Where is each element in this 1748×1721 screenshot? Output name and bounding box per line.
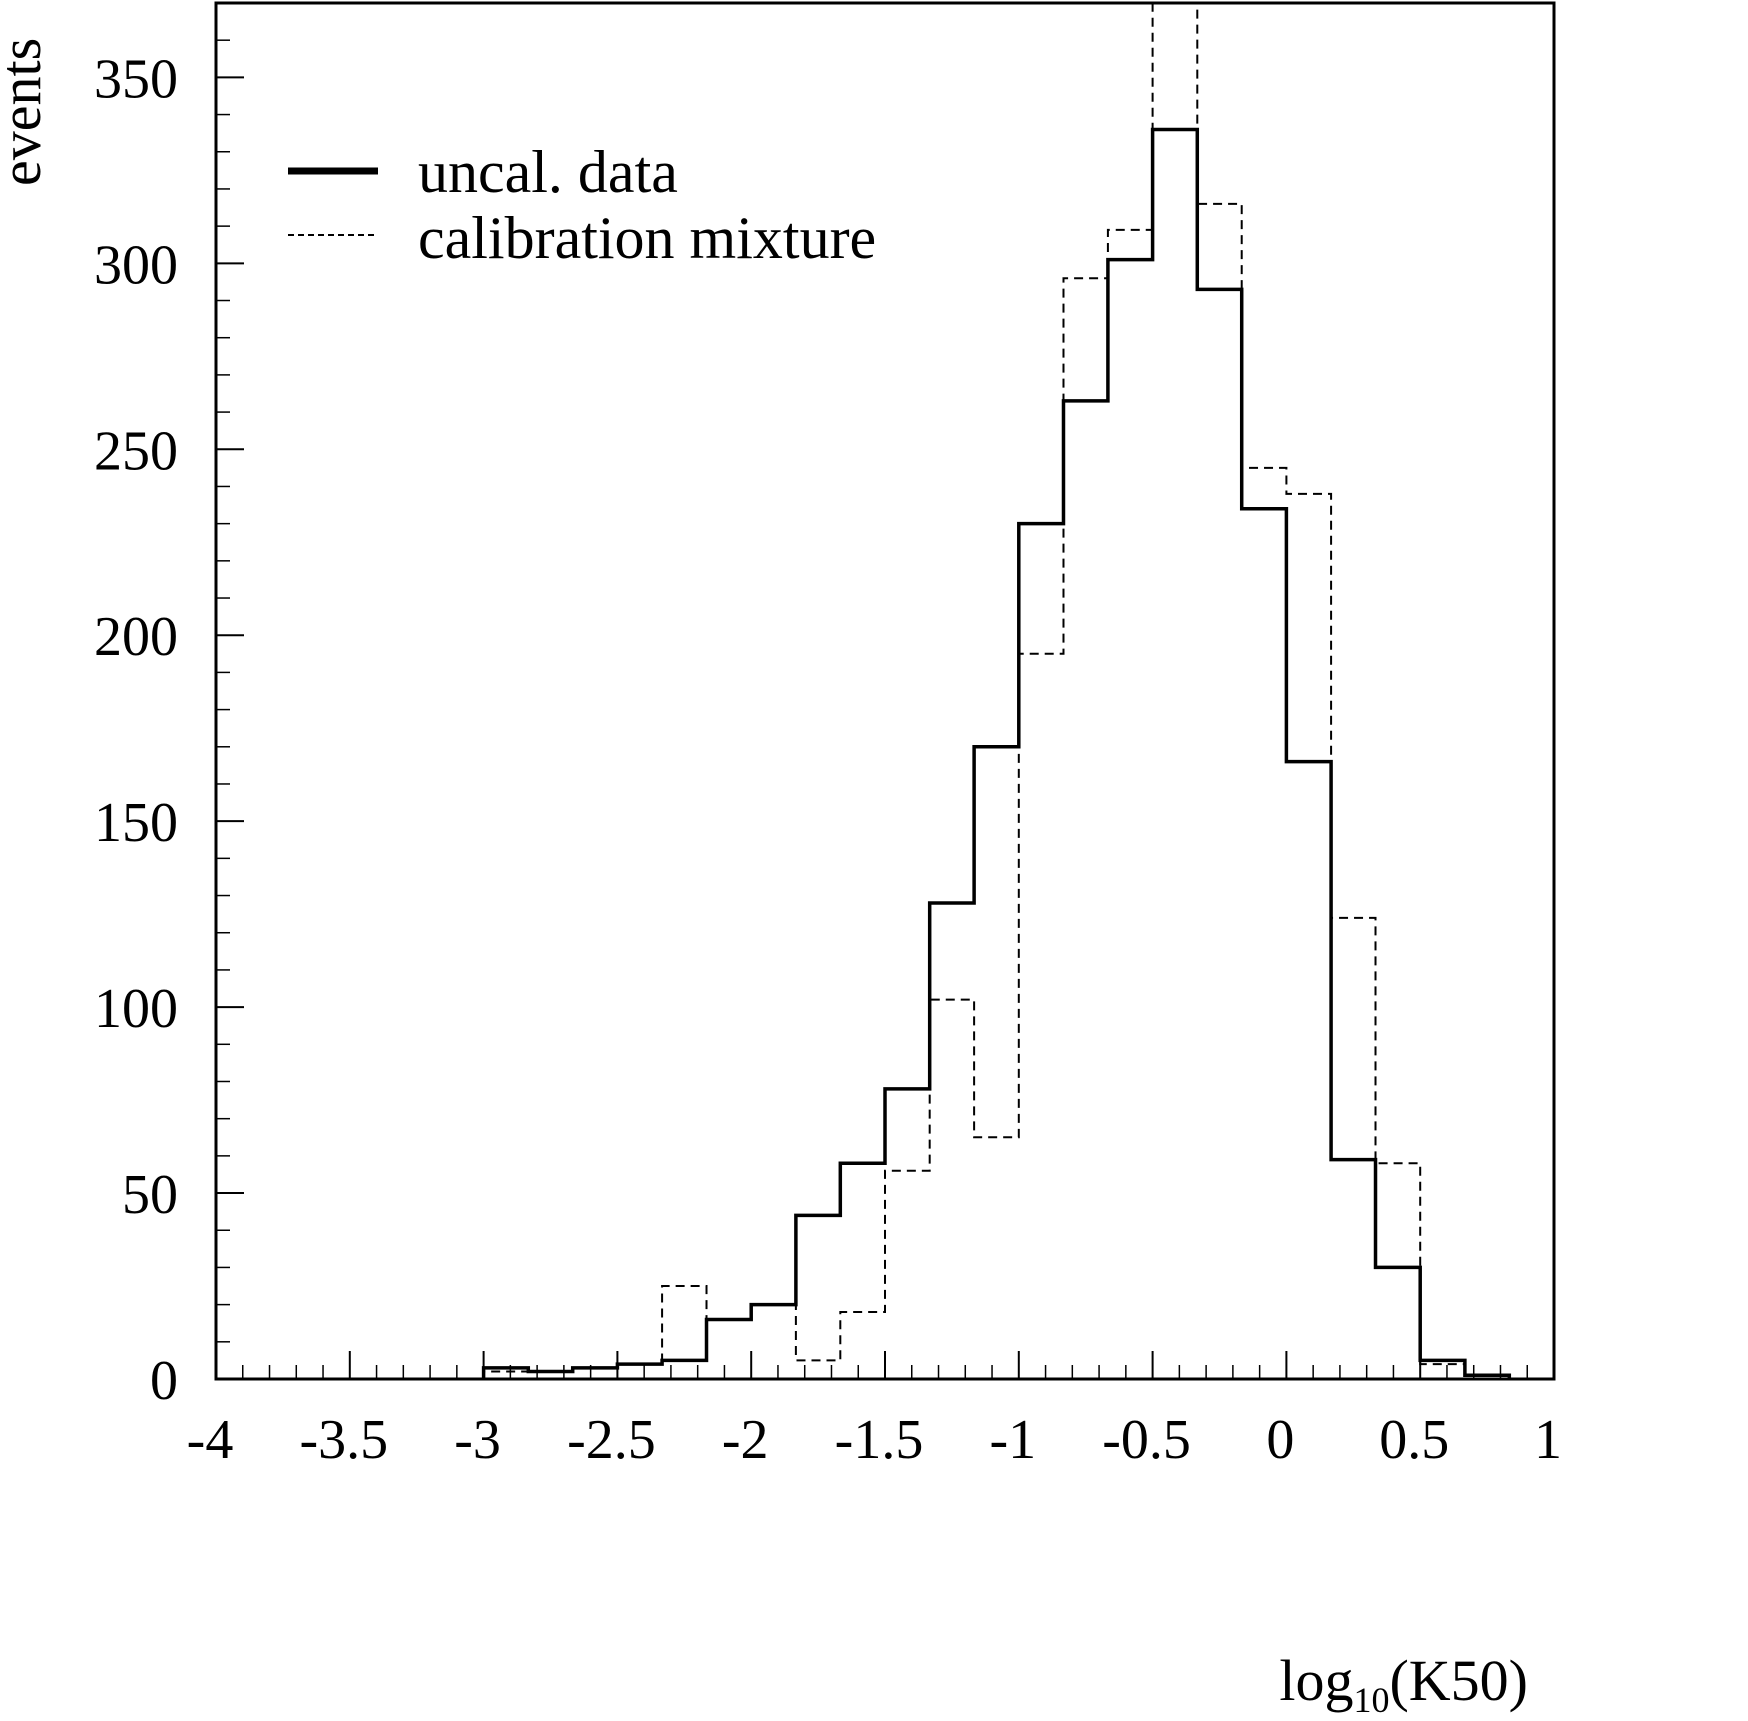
legend: uncal. data calibration mixture bbox=[288, 139, 876, 271]
series-calibration-mixture bbox=[482, 2, 1511, 1379]
x-tick-label: -3.5 bbox=[299, 1409, 388, 1471]
x-axis-title-subscript: 10 bbox=[1353, 1680, 1389, 1720]
major-ticks bbox=[215, 76, 1555, 1380]
x-tick-label: -2.5 bbox=[567, 1409, 656, 1471]
x-tick-label: -4 bbox=[187, 1409, 234, 1471]
y-tick-label: 300 bbox=[94, 234, 178, 296]
series-uncal-data bbox=[481, 127, 1512, 1379]
y-tick-label: 0 bbox=[150, 1350, 178, 1412]
x-axis-title-main: log bbox=[1279, 1648, 1353, 1713]
series-layer bbox=[481, 2, 1512, 1379]
y-tick-labels: 0 50 100 150 200 250 300 350 bbox=[94, 48, 178, 1412]
legend-label-uncal-data: uncal. data bbox=[418, 139, 678, 205]
series-step-line bbox=[481, 127, 1512, 1379]
legend-label-calibration-mixture: calibration mixture bbox=[418, 205, 876, 271]
x-tick-label: 0.5 bbox=[1379, 1409, 1449, 1471]
minor-ticks bbox=[216, 2, 1528, 1379]
x-tick-label: -2 bbox=[722, 1409, 769, 1471]
x-tick-label: 1 bbox=[1534, 1409, 1562, 1471]
x-tick-label: 0 bbox=[1266, 1409, 1294, 1471]
y-tick-label: 250 bbox=[94, 420, 178, 482]
y-tick-label: 150 bbox=[94, 792, 178, 854]
x-tick-label: -1.5 bbox=[835, 1409, 924, 1471]
x-axis-title-tail: (K50) bbox=[1389, 1648, 1528, 1713]
x-tick-label: -3 bbox=[454, 1409, 501, 1471]
y-tick-label: 100 bbox=[94, 978, 178, 1040]
x-tick-labels: -4 -3.5 -3 -2.5 -2 -1.5 -1 -0.5 0 0.5 1 bbox=[187, 1409, 1562, 1471]
y-axis-title: events bbox=[0, 38, 53, 186]
y-tick-label: 350 bbox=[94, 48, 178, 110]
series-step-line bbox=[482, 2, 1511, 1379]
y-tick-label: 200 bbox=[94, 606, 178, 668]
x-tick-label: -0.5 bbox=[1102, 1409, 1191, 1471]
x-tick-label: -1 bbox=[989, 1409, 1036, 1471]
x-axis-title: log10(K50) bbox=[1279, 1648, 1528, 1720]
y-tick-label: 50 bbox=[122, 1164, 178, 1226]
